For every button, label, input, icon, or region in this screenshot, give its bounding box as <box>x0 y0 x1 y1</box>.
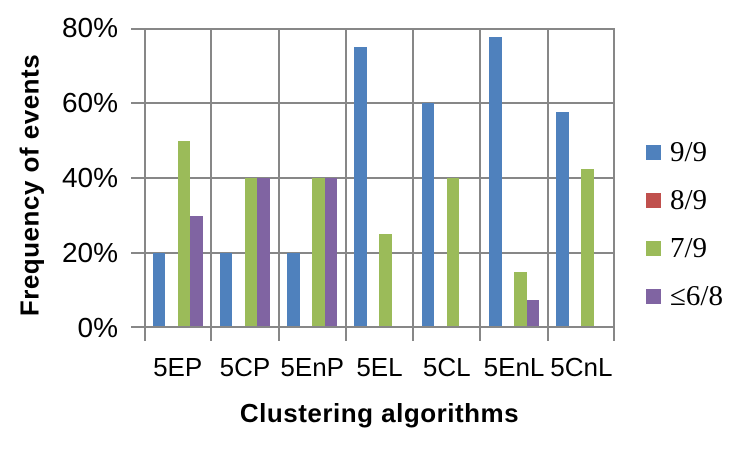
bar <box>152 253 166 328</box>
y-tick-label: 20% <box>61 237 118 268</box>
bar <box>514 271 527 328</box>
bar <box>421 103 435 328</box>
x-axis-title: Clustering algorithms <box>239 398 520 428</box>
category-group <box>548 28 615 328</box>
legend-label: 7/9 <box>670 231 708 264</box>
y-tick-mark <box>131 252 144 254</box>
bar <box>312 178 325 328</box>
x-tick-mark <box>278 328 280 341</box>
legend-label: ≤6/8 <box>670 279 723 312</box>
x-category-label: 5CP <box>219 352 271 382</box>
category-group <box>480 28 547 328</box>
x-category-label: 5EnP <box>280 352 344 382</box>
y-tick-mark <box>131 326 144 328</box>
bar <box>287 253 300 328</box>
x-tick-mark <box>412 328 414 341</box>
plot-area <box>131 28 615 341</box>
bar <box>489 37 502 328</box>
x-category-label: 5EL <box>356 352 403 382</box>
y-tick-mark <box>131 28 144 30</box>
gridline <box>144 177 615 179</box>
legend-swatch-blue <box>646 144 661 160</box>
x-category-label: 5CnL <box>550 352 613 382</box>
legend-item: 8/9 <box>646 183 723 217</box>
legend-swatch-purple <box>646 288 661 304</box>
category-group <box>279 28 346 328</box>
x-category-label: 5CL <box>422 352 471 382</box>
gridline-vertical <box>278 28 280 328</box>
y-axis-title: Frequency of events <box>14 53 45 317</box>
x-tick-mark <box>345 328 347 341</box>
category-group <box>211 28 278 328</box>
gridline-vertical <box>479 28 481 328</box>
x-tick-mark <box>479 328 481 341</box>
legend-label: 8/9 <box>670 183 708 216</box>
bar <box>526 299 540 328</box>
x-axis-category-labels: 5EP 5CP 5EnP 5EL 5CL 5EnL 5CnL <box>144 352 615 383</box>
bar <box>257 178 270 328</box>
category-group <box>144 28 211 328</box>
bar <box>354 46 367 328</box>
gridline-vertical <box>613 28 615 328</box>
bar <box>177 140 191 328</box>
gridline-vertical <box>144 28 146 328</box>
gridline-vertical <box>547 28 549 328</box>
x-category-label: 5EP <box>153 352 203 382</box>
gridline <box>144 102 615 104</box>
legend: 9/9 8/9 7/9 ≤6/8 <box>646 135 723 313</box>
bar <box>219 253 233 328</box>
x-tick-mark <box>144 328 146 341</box>
x-tick-mark <box>547 328 549 341</box>
bar <box>379 234 392 328</box>
gridline <box>144 28 615 30</box>
category-group <box>346 28 413 328</box>
y-tick-label: 40% <box>61 162 118 193</box>
x-tick-mark <box>613 328 615 341</box>
gridline-vertical <box>210 28 212 328</box>
x-tick-mark <box>210 328 212 341</box>
y-tick-mark <box>131 102 144 104</box>
bar <box>556 112 569 328</box>
bar <box>190 215 203 328</box>
bars-row <box>144 28 615 328</box>
y-tick-label: 60% <box>61 87 118 118</box>
legend-swatch-green <box>646 240 661 256</box>
legend-item: 9/9 <box>646 135 723 169</box>
legend-swatch-red <box>646 192 661 208</box>
y-tick-label: 0% <box>77 312 118 343</box>
gridline-vertical <box>345 28 347 328</box>
category-group <box>413 28 480 328</box>
y-tick-label: 80% <box>61 12 118 43</box>
x-category-label: 5EnL <box>483 352 545 382</box>
bar <box>581 168 594 328</box>
bar <box>244 178 258 328</box>
bar <box>324 178 338 328</box>
bar <box>446 178 460 328</box>
legend-item: ≤6/8 <box>646 279 723 313</box>
gridline-vertical <box>412 28 414 328</box>
y-tick-mark <box>131 177 144 179</box>
x-axis-line <box>144 326 615 328</box>
legend-item: 7/9 <box>646 231 723 265</box>
legend-label: 9/9 <box>670 135 708 168</box>
